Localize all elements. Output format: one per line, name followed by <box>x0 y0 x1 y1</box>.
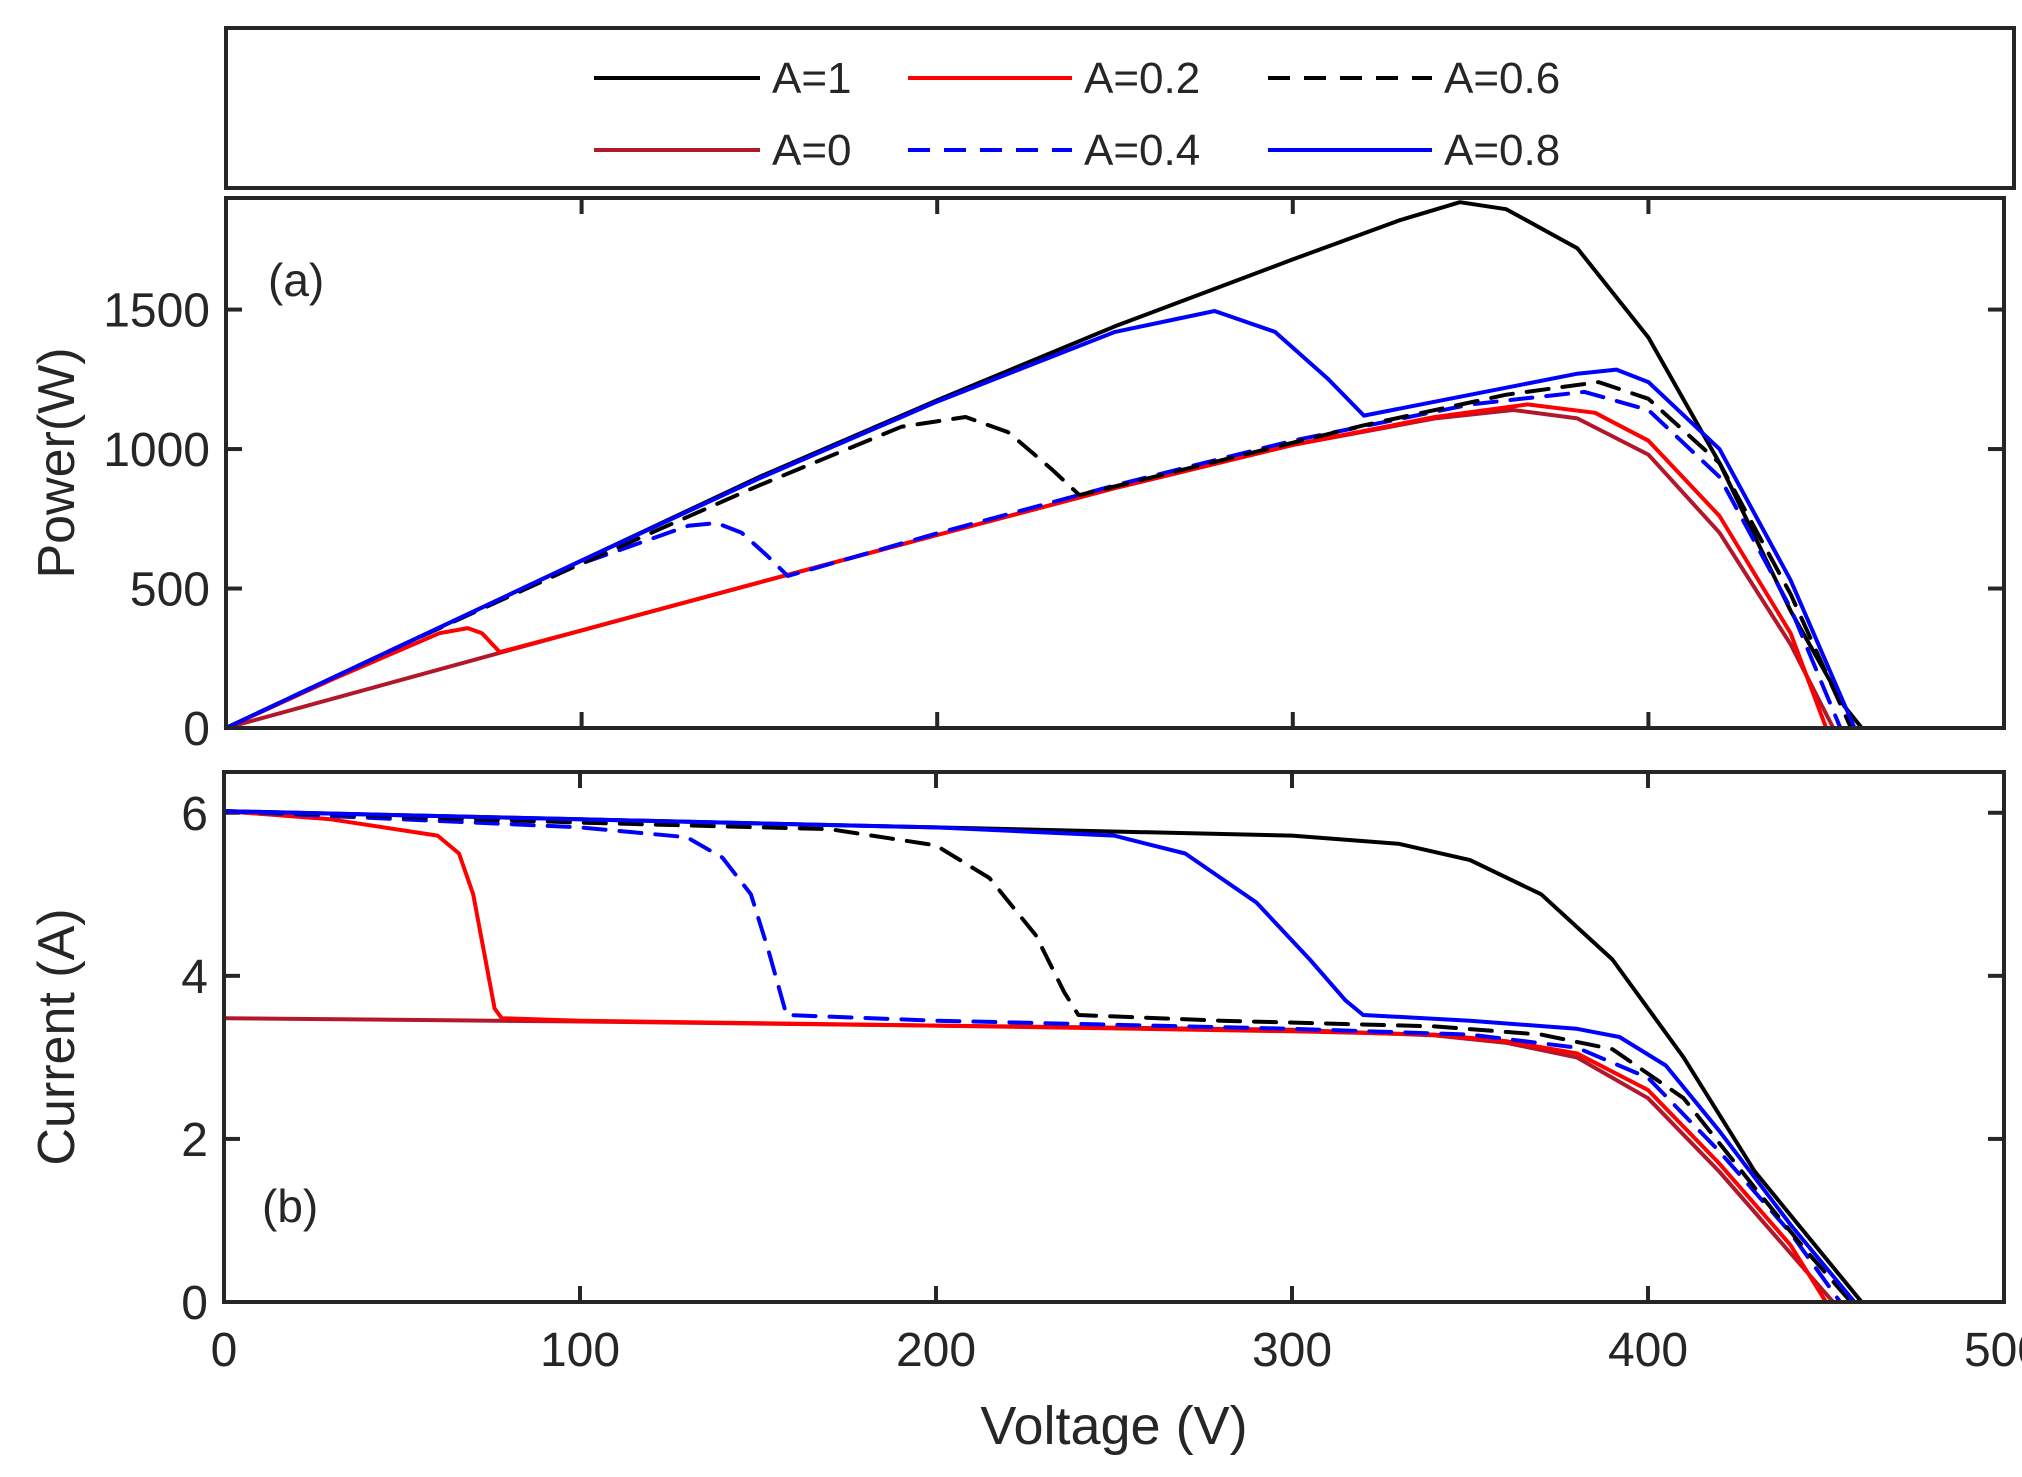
legend-entry: A=0.4 <box>908 126 1200 175</box>
y-tick-label: 2 <box>181 1114 208 1167</box>
legend-entry: A=0 <box>594 126 852 175</box>
power-panel: 0 500 1000 1500 (a) Power(W) <box>28 196 2006 756</box>
series-line-a-0-2 <box>224 402 1829 730</box>
series-group <box>222 809 1864 1304</box>
axes-frame <box>224 196 2006 730</box>
tick-labels: 0 100 200 300 400 500 0 2 4 6 <box>181 788 2022 1377</box>
legend-label: A=0.4 <box>1084 126 1200 175</box>
axes-frame <box>222 770 2006 1304</box>
legend-entry: A=1 <box>594 54 852 103</box>
series-line-a-0-6 <box>222 809 1853 1304</box>
series-line-a-0-4 <box>224 389 1843 730</box>
legend-box <box>224 26 2016 190</box>
legend-label: A=0.8 <box>1444 126 1560 175</box>
y-tick-label: 0 <box>181 1277 208 1330</box>
x-tick-label: 400 <box>1608 1324 1688 1377</box>
x-tick-label: 100 <box>540 1324 620 1377</box>
legend-label: A=0.2 <box>1084 54 1200 103</box>
legend-entry: A=0.8 <box>1268 126 1560 175</box>
y-axis-label: Power(W) <box>28 347 86 578</box>
legend: A=1 A=0.2 A=0.6 A=0 A=0.4 A=0.8 <box>224 26 2016 190</box>
series-line-a-0-6 <box>224 380 1854 730</box>
panel-label: (b) <box>262 1180 318 1232</box>
y-tick-label: 500 <box>130 564 210 617</box>
x-tick-label: 0 <box>211 1324 238 1377</box>
y-tick-label: 6 <box>181 788 208 841</box>
panel-label: (a) <box>268 254 324 306</box>
plot-area <box>224 772 2004 1302</box>
series-line-a-0-8 <box>224 309 1857 730</box>
legend-entry: A=0.2 <box>908 54 1200 103</box>
legend-label: A=0.6 <box>1444 54 1560 103</box>
current-panel: 0 100 200 300 400 500 0 2 4 6 (b) Current (A) Vol… <box>28 770 2022 1456</box>
y-tick-label: 0 <box>183 703 210 756</box>
series-line-a-0-8 <box>222 809 1857 1304</box>
x-tick-label: 300 <box>1252 1324 1332 1377</box>
y-axis-label: Current (A) <box>28 908 86 1165</box>
series-group <box>224 200 1864 730</box>
y-tick-label: 1500 <box>103 285 210 338</box>
legend-label: A=0 <box>772 126 852 175</box>
x-tick-label: 200 <box>896 1324 976 1377</box>
x-axis-label: Voltage (V) <box>980 1396 1247 1456</box>
series-line-a-0-2 <box>222 809 1828 1304</box>
plot-area <box>226 198 2004 728</box>
x-tick-label: 500 <box>1964 1324 2022 1377</box>
y-tick-label: 4 <box>181 951 208 1004</box>
legend-entry: A=0.6 <box>1268 54 1560 103</box>
y-tick-label: 1000 <box>103 424 210 477</box>
tick-labels: 0 500 1000 1500 <box>103 285 210 756</box>
legend-label: A=1 <box>772 54 852 103</box>
series-line-a-0-4 <box>222 809 1843 1304</box>
